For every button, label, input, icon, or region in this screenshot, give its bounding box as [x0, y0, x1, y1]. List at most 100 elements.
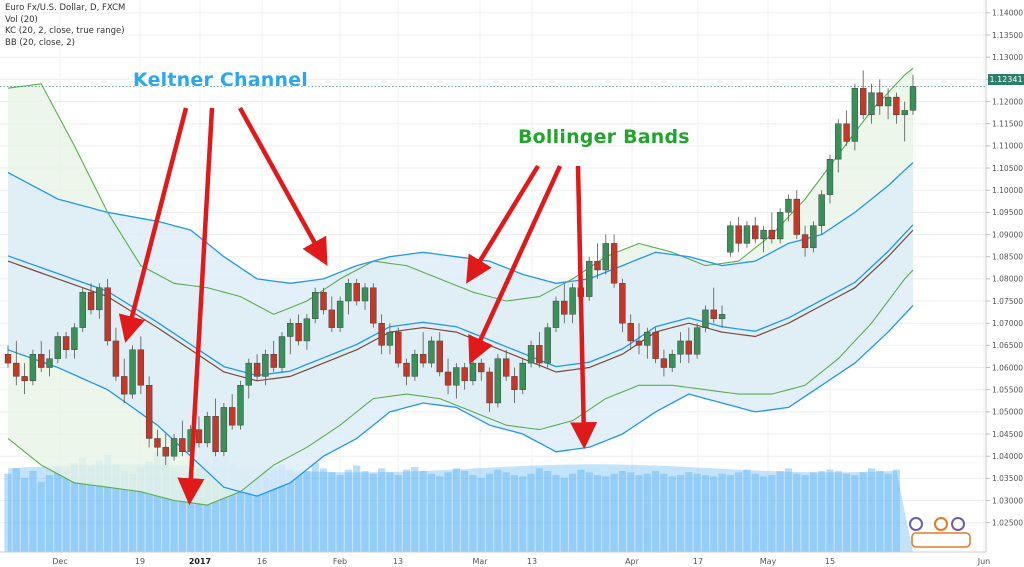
volume-bar: [353, 465, 361, 552]
volume-bar: [112, 464, 120, 552]
candle-down: [62, 336, 70, 351]
volume-bar: [79, 457, 87, 552]
volume-bar: [884, 473, 892, 552]
candle-down: [403, 362, 410, 377]
volume-bar: [552, 475, 560, 552]
volume-bar: [436, 476, 444, 552]
candle-up: [785, 198, 792, 213]
volume-bar: [502, 472, 510, 552]
candle-up: [818, 194, 825, 226]
volume-bar: [29, 471, 37, 552]
time-tick-label: 13: [527, 557, 537, 566]
candle-up: [826, 158, 834, 195]
candle-down: [154, 438, 161, 448]
candle-up: [677, 340, 684, 355]
time-tick-label: 19: [135, 557, 145, 566]
candle-down: [893, 96, 900, 116]
volume-bar: [485, 473, 494, 552]
volume-bar: [818, 471, 826, 552]
volume-bar: [494, 469, 502, 552]
volume-bar: [361, 471, 369, 552]
volume-bar: [62, 471, 70, 552]
volume-bar: [444, 472, 452, 552]
basis-line: [7, 229, 914, 382]
volume-bar: [834, 471, 842, 552]
candle-up: [245, 362, 252, 386]
volume-bar: [510, 475, 519, 552]
price-tick-label: 1.11000: [992, 142, 1023, 151]
price-tick-label: 1.12000: [992, 97, 1023, 106]
candle-down: [162, 447, 169, 457]
red-arrow: [466, 164, 540, 284]
candle-down: [370, 287, 377, 324]
candle-down: [21, 376, 28, 382]
volume-bar: [876, 471, 884, 552]
volume-bar: [610, 473, 618, 552]
candle-up: [702, 309, 709, 328]
time-tick-label: 17: [693, 557, 703, 566]
volume-bar: [70, 462, 79, 552]
volume-bar: [278, 464, 286, 552]
candle-down: [353, 283, 360, 302]
candle-up: [46, 358, 53, 368]
candle-up: [96, 287, 103, 311]
candle-up: [303, 318, 311, 342]
candle-down: [536, 345, 543, 364]
volume-bar: [295, 473, 303, 552]
time-tick-label: Apr: [625, 557, 640, 566]
keltner-indicator-label[interactable]: KC (20, 2, close, true range): [5, 26, 125, 36]
candle-up: [79, 291, 86, 328]
price-tick-label: 1.09500: [992, 208, 1023, 217]
volume-bar: [768, 475, 776, 552]
volume-bar: [369, 473, 377, 552]
bollinger-upper-line: [7, 67, 914, 315]
volume-bar: [469, 475, 477, 552]
volume-bar: [842, 473, 851, 552]
candle-up: [884, 96, 892, 107]
volume-bar: [336, 475, 344, 552]
volume-bar: [527, 473, 535, 552]
volume-bar: [660, 473, 668, 552]
candle-down: [145, 385, 153, 439]
volume-bar: [568, 473, 577, 552]
volume-indicator-label[interactable]: Vol (20): [5, 14, 38, 25]
candle-up: [287, 323, 294, 337]
time-axis[interactable]: Dec 19 2017 16 Feb 13 Mar 13 Apr 17 May 15 Jun: [0, 551, 990, 566]
candle-down: [735, 225, 742, 244]
candle-down: [752, 225, 759, 240]
volume-bar: [153, 452, 162, 552]
price-tick-label: 1.09000: [992, 230, 1023, 239]
volume-bar: [328, 472, 336, 552]
volume-bar: [735, 472, 743, 552]
time-tick-label: Feb: [333, 557, 347, 566]
volume-bar: [253, 476, 261, 552]
volume-bar: [743, 469, 751, 552]
volume-bar: [751, 473, 759, 552]
candle-up: [170, 438, 178, 457]
volume-bar: [162, 457, 170, 552]
price-tick-label: 1.06000: [992, 363, 1023, 372]
symbol-label[interactable]: Euro Fx/U.S. Dollar, D, FXCM: [5, 3, 126, 13]
volume-bar: [54, 466, 62, 552]
price-axis[interactable]: 1.140001.135001.130001.125001.120001.115…: [985, 0, 1023, 552]
candle-down: [801, 234, 809, 249]
candle-up: [727, 225, 734, 253]
volume-bar: [801, 475, 809, 552]
volume-bar: [228, 462, 236, 552]
candle-down: [228, 407, 236, 426]
candle-down: [121, 376, 128, 395]
candle-up: [776, 212, 784, 240]
candle-down: [295, 323, 302, 342]
candle-up: [602, 243, 609, 271]
candle-down: [594, 260, 601, 271]
price-tick-label: 1.04000: [992, 452, 1023, 461]
volume-bar: [402, 469, 411, 552]
price-tick-label: 1.03000: [992, 496, 1023, 505]
candle-down: [195, 429, 203, 444]
bollinger-indicator-label[interactable]: BB (20, close, 2): [5, 37, 75, 48]
volume-bar: [386, 472, 394, 552]
volume-bar: [120, 471, 128, 552]
volume-bar: [319, 468, 328, 552]
candle-up: [312, 291, 319, 319]
